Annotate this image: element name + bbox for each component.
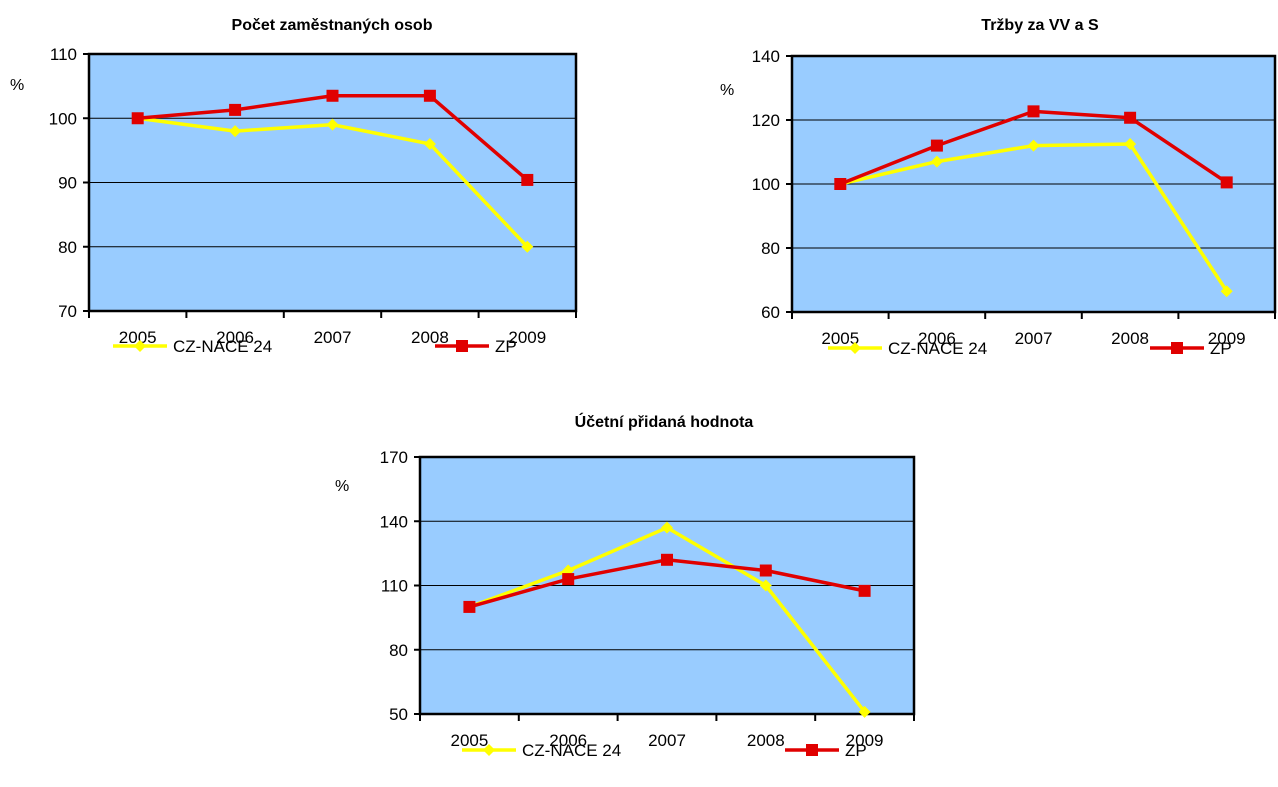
data-point-cz-nace-24 xyxy=(521,240,534,253)
legend-label: ZP xyxy=(845,741,867,760)
legend-label: CZ-NACE 24 xyxy=(888,339,987,358)
y-tick-label: 80 xyxy=(58,238,77,257)
data-point-cz-nace-24 xyxy=(1124,138,1137,150)
y-tick-label: 60 xyxy=(761,303,780,322)
data-point-zp xyxy=(423,89,436,102)
x-tick-label: 2007 xyxy=(1015,329,1053,348)
x-tick-label: 2007 xyxy=(314,328,352,347)
legend-marker xyxy=(134,340,146,352)
y-axis-unit-label: % xyxy=(335,478,349,495)
y-tick-label: 110 xyxy=(381,577,408,596)
data-point-zp xyxy=(1220,176,1233,189)
legend-marker xyxy=(806,744,818,756)
x-tick-label: 2005 xyxy=(821,329,859,348)
legend-label: ZP xyxy=(495,337,517,356)
legend-label: CZ-NACE 24 xyxy=(173,337,272,356)
data-point-zp xyxy=(562,573,575,586)
data-point-cz-nace-24 xyxy=(423,137,436,150)
legend-entry-cz-nace-24: CZ-NACE 24 xyxy=(113,337,272,356)
data-point-cz-nace-24 xyxy=(759,579,772,592)
legend-label: CZ-NACE 24 xyxy=(522,741,621,760)
data-point-zp xyxy=(1124,111,1137,124)
legend-marker xyxy=(483,744,495,756)
data-point-zp xyxy=(834,178,847,190)
y-tick-label: 140 xyxy=(752,47,780,66)
x-tick-label: 2006 xyxy=(918,329,956,348)
x-tick-label: 2009 xyxy=(1208,329,1246,348)
y-tick-label: 90 xyxy=(58,174,77,193)
chart-revenue: Tržby za VV a S% 60 80 100 120 140 2005 2006 200… xyxy=(720,17,1277,358)
y-tick-label: 110 xyxy=(50,45,77,64)
plot-border xyxy=(87,52,578,313)
y-tick-label: 100 xyxy=(752,175,780,194)
legend-entry-zp: ZP xyxy=(1150,339,1232,358)
legend-marker xyxy=(849,342,861,354)
chart-employees: Počet zaměstnaných osob% 70 80 90 100 110 2005… xyxy=(10,17,578,356)
data-point-cz-nace-24 xyxy=(1220,285,1233,298)
chart-value-added: Účetní přidaná hodnota% 50 80 110 140 170 2005… xyxy=(335,412,916,760)
data-point-zp xyxy=(326,89,339,102)
data-point-cz-nace-24 xyxy=(326,118,339,131)
y-tick-label: 70 xyxy=(58,302,77,321)
data-point-zp xyxy=(1027,105,1040,118)
y-axis-unit-label: % xyxy=(10,77,24,94)
legend-entry-zp: ZP xyxy=(435,337,517,356)
legend-marker xyxy=(1171,342,1183,354)
data-point-zp xyxy=(521,173,534,186)
x-tick-label: 2009 xyxy=(508,328,546,347)
chart-title: Účetní přidaná hodnota xyxy=(575,412,754,431)
data-point-zp xyxy=(131,112,144,125)
legend-label: ZP xyxy=(1210,339,1232,358)
y-tick-label: 140 xyxy=(380,512,408,531)
x-tick-label: 2008 xyxy=(747,731,785,750)
legend-entry-zp: ZP xyxy=(785,741,867,760)
data-point-cz-nace-24 xyxy=(858,705,871,718)
y-tick-label: 100 xyxy=(49,109,77,128)
data-point-zp xyxy=(759,564,772,577)
y-tick-label: 80 xyxy=(389,641,408,660)
chart-title: Počet zaměstnaných osob xyxy=(232,17,433,34)
data-point-zp xyxy=(463,600,476,613)
data-point-cz-nace-24 xyxy=(661,521,673,534)
x-tick-label: 2005 xyxy=(119,328,157,347)
x-tick-label: 2006 xyxy=(216,328,254,347)
data-point-cz-nace-24 xyxy=(229,125,242,138)
x-tick-label: 2006 xyxy=(549,731,587,750)
data-point-zp xyxy=(661,553,673,566)
plot-border xyxy=(418,455,916,716)
y-tick-label: 50 xyxy=(389,705,408,724)
data-point-zp xyxy=(229,103,242,116)
data-point-zp xyxy=(858,584,871,597)
x-tick-label: 2009 xyxy=(846,731,884,750)
legend-entry-cz-nace-24: CZ-NACE 24 xyxy=(828,339,987,358)
x-tick-label: 2008 xyxy=(411,328,449,347)
y-tick-label: 80 xyxy=(761,239,780,258)
chart-title: Tržby za VV a S xyxy=(981,17,1099,34)
x-tick-label: 2007 xyxy=(648,731,686,750)
plot-border xyxy=(790,54,1277,314)
legend-marker xyxy=(456,340,468,352)
data-point-zp xyxy=(930,139,943,152)
data-point-cz-nace-24 xyxy=(1027,139,1040,152)
y-axis-unit-label: % xyxy=(720,82,734,99)
x-tick-label: 2008 xyxy=(1111,329,1149,348)
y-tick-label: 170 xyxy=(380,448,408,467)
legend-entry-cz-nace-24: CZ-NACE 24 xyxy=(462,741,621,760)
y-tick-label: 120 xyxy=(752,111,780,130)
x-tick-label: 2005 xyxy=(450,731,488,750)
data-point-cz-nace-24 xyxy=(930,155,943,168)
